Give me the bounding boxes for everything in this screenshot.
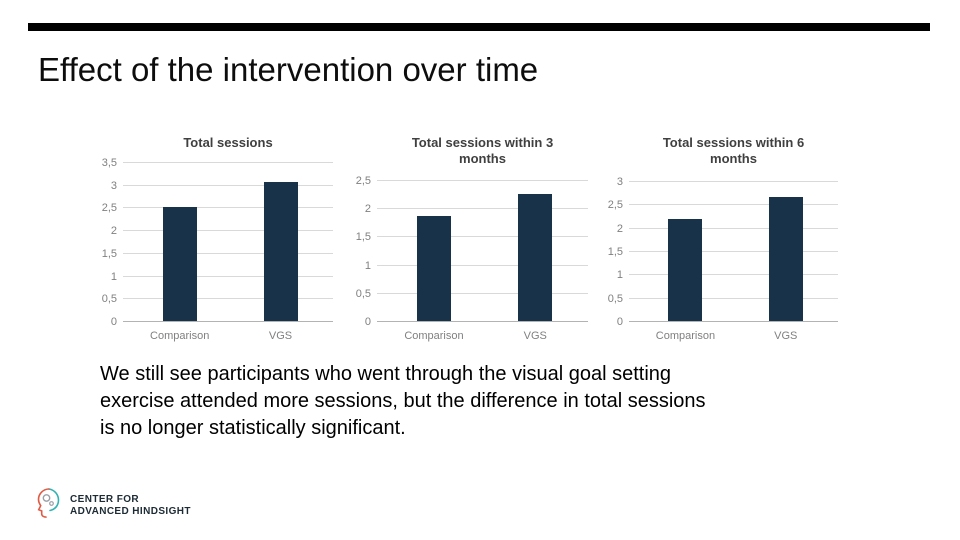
logo-text: CENTER FOR ADVANCED HINDSIGHT (70, 494, 191, 518)
slide-title: Effect of the intervention over time (38, 51, 539, 88)
y-tick-label: 2 (616, 222, 623, 235)
gridline (377, 208, 588, 210)
x-axis-line (377, 321, 588, 322)
gridline (377, 264, 588, 266)
gridline (377, 180, 588, 181)
category-label: VGS (523, 330, 547, 342)
bar-vgs (263, 182, 298, 321)
head-gear-logo-icon (33, 486, 63, 525)
logo: CENTER FOR ADVANCED HINDSIGHT (33, 486, 191, 525)
logo-text-line1: CENTER FOR (70, 493, 139, 505)
gridline (377, 236, 588, 238)
plot-area: 0 0,5 1 1,5 2 2,5 3 3,5 Comparison VGS (102, 157, 333, 342)
y-tick-label: 1,5 (355, 231, 371, 244)
bar-comparison (668, 218, 703, 321)
y-tick-label: 1 (364, 259, 371, 272)
y-tick-label: 2,5 (355, 175, 371, 187)
gridline (629, 204, 838, 206)
x-axis-line (123, 321, 333, 322)
bar-comparison (162, 207, 197, 321)
y-tick-label: 0,5 (355, 287, 371, 300)
gridline (629, 297, 838, 299)
y-tick-label: 1 (616, 269, 623, 282)
gridline (123, 162, 333, 163)
gridline (123, 230, 333, 232)
y-tick-label: 3,5 (101, 157, 117, 169)
y-tick-label: 0 (110, 316, 117, 328)
y-tick-label: 3 (110, 179, 117, 192)
bar-vgs (518, 193, 553, 321)
gridline (123, 298, 333, 300)
chart-title: Total sessions within 6 months (662, 135, 805, 166)
chart-total-sessions-6-months: Total sessions within 6 months 0 0,5 1 1,5 2… (601, 132, 846, 347)
plot-area: 0 0,5 1 1,5 2 2,5 Comparison VGS (356, 175, 588, 342)
body-text-line: We still see participants who went throu… (100, 363, 672, 385)
bar-comparison (416, 215, 451, 321)
y-tick-label: 1,5 (101, 247, 117, 260)
gridline (629, 227, 838, 229)
x-axis-line (629, 321, 838, 322)
y-tick-label: 0,5 (607, 292, 623, 305)
y-tick-label: 1 (110, 270, 117, 283)
gridline (123, 207, 333, 209)
y-tick-label: 1,5 (607, 246, 623, 258)
chart-total-sessions: Total sessions 0 0,5 1 1,5 2 2,5 3 3,5 Compariso… (95, 132, 341, 347)
chart-total-sessions-3-months: Total sessions within 3 months 0 0,5 1 1,5 2… (349, 132, 596, 347)
gridline (629, 251, 838, 252)
plot-area: 0 0,5 1 1,5 2 2,5 3 Comparison VGS (608, 176, 838, 342)
y-tick-label: 2,5 (101, 202, 117, 215)
y-tick-label: 0 (364, 316, 371, 328)
body-text-line: is no longer statistically significant. (100, 417, 406, 439)
y-tick-label: 2,5 (607, 199, 623, 212)
category-label: Comparison (150, 330, 210, 342)
logo-text-line2: ADVANCED HINDSIGHT (70, 505, 191, 517)
y-tick-label: 2 (110, 225, 117, 238)
gridline (629, 274, 838, 276)
gridline (629, 181, 838, 182)
chart-title: Total sessions (183, 135, 273, 150)
gridline (377, 292, 588, 294)
y-tick-label: 0 (616, 316, 623, 328)
category-label: Comparison (404, 330, 464, 342)
y-tick-label: 2 (364, 203, 371, 216)
category-label: VGS (774, 330, 798, 342)
body-text: We still see participants who went throu… (100, 361, 706, 442)
gridline (123, 275, 333, 277)
bar-vgs (768, 197, 803, 321)
top-accent-bar (28, 23, 930, 31)
y-tick-label: 0,5 (101, 293, 117, 306)
gridline (123, 184, 333, 186)
y-tick-label: 3 (616, 176, 623, 188)
gridline (123, 252, 333, 254)
chart-title: Total sessions within 3 months (411, 135, 554, 166)
category-label: Comparison (655, 330, 716, 342)
category-label: VGS (268, 330, 293, 342)
body-text-line: exercise attended more sessions, but the… (100, 390, 706, 412)
